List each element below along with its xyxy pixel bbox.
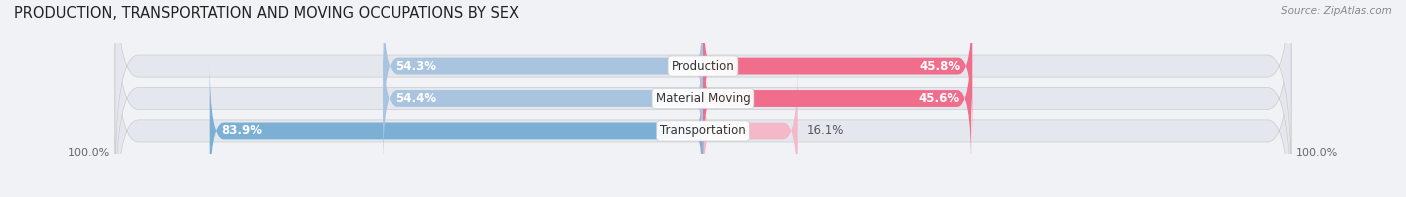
FancyBboxPatch shape <box>703 61 797 197</box>
FancyBboxPatch shape <box>115 0 1291 185</box>
FancyBboxPatch shape <box>703 29 972 168</box>
Text: PRODUCTION, TRANSPORTATION AND MOVING OCCUPATIONS BY SEX: PRODUCTION, TRANSPORTATION AND MOVING OC… <box>14 6 519 21</box>
Text: 100.0%: 100.0% <box>1296 148 1339 158</box>
FancyBboxPatch shape <box>115 12 1291 197</box>
Text: 45.8%: 45.8% <box>920 59 960 72</box>
Text: Transportation: Transportation <box>661 125 745 138</box>
Text: Material Moving: Material Moving <box>655 92 751 105</box>
Text: 100.0%: 100.0% <box>67 148 110 158</box>
FancyBboxPatch shape <box>209 61 703 197</box>
Text: 83.9%: 83.9% <box>222 125 263 138</box>
Text: 54.4%: 54.4% <box>395 92 436 105</box>
Text: 54.3%: 54.3% <box>395 59 436 72</box>
FancyBboxPatch shape <box>115 0 1291 197</box>
FancyBboxPatch shape <box>384 29 703 168</box>
Text: Source: ZipAtlas.com: Source: ZipAtlas.com <box>1281 6 1392 16</box>
FancyBboxPatch shape <box>703 0 973 136</box>
Text: 45.6%: 45.6% <box>918 92 959 105</box>
Text: 16.1%: 16.1% <box>807 125 844 138</box>
Text: Production: Production <box>672 59 734 72</box>
FancyBboxPatch shape <box>384 0 703 136</box>
